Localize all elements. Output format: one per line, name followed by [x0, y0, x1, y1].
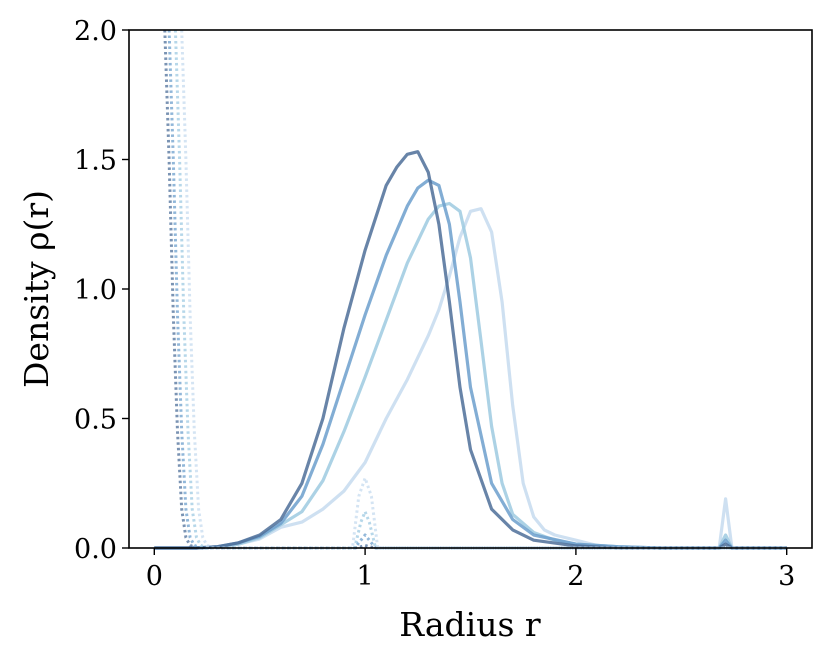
series-line-7 — [173, 29, 787, 550]
series-line-8 — [180, 29, 787, 550]
x-tick-label: 2 — [567, 561, 584, 592]
x-axis-label: Radius r — [399, 605, 541, 644]
y-axis-label: Density ρ(r) — [17, 190, 56, 388]
x-axis: 0 1 2 3 — [146, 548, 795, 592]
y-tick-label: 1.5 — [74, 146, 117, 177]
series-line-3 — [154, 178, 787, 550]
x-tick-label: 1 — [357, 561, 374, 592]
y-tick-label: 2.0 — [74, 16, 117, 47]
plot-frame — [128, 29, 813, 549]
series-layer — [154, 29, 787, 550]
y-axis: 0.0 0.5 1.0 1.5 2.0 — [74, 16, 129, 565]
x-tick-label: 0 — [146, 561, 163, 592]
y-tick-label: 0.0 — [74, 534, 117, 565]
y-tick-label: 1.0 — [74, 275, 117, 306]
x-tick-label: 3 — [778, 561, 795, 592]
y-tick-label: 0.5 — [74, 405, 117, 436]
